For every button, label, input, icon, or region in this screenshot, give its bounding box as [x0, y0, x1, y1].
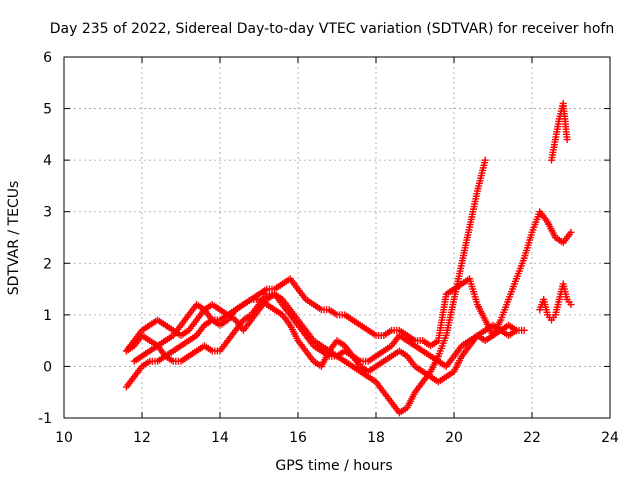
x-tick-label: 10: [55, 430, 73, 446]
x-tick-label: 24: [601, 430, 619, 446]
chart-title: Day 235 of 2022, Sidereal Day-to-day VTE…: [50, 21, 614, 37]
y-tick-label: 2: [43, 256, 52, 272]
data-point: [567, 228, 575, 236]
plot-frame: [63, 56, 611, 419]
x-tick-label: 20: [445, 430, 463, 446]
x-tick-label: 18: [367, 430, 385, 446]
y-tick-label: 5: [43, 102, 52, 118]
x-tick-label: 22: [523, 430, 541, 446]
x-tick-label: 12: [133, 430, 151, 446]
y-axis-label: SDTVAR / TECUs: [6, 181, 22, 296]
x-axis-label: GPS time / hours: [275, 458, 392, 474]
y-tick-label: 4: [43, 153, 52, 169]
y-tick-label: -1: [38, 411, 52, 427]
data-point: [512, 326, 520, 334]
x-tick-label: 14: [211, 430, 229, 446]
y-tick-label: 1: [43, 308, 52, 324]
data-point: [520, 326, 528, 334]
data-point: [563, 136, 571, 144]
data-points: [122, 99, 575, 417]
y-tick-label: 3: [43, 205, 52, 221]
y-tick-label: 6: [43, 50, 52, 66]
data-point: [481, 156, 489, 164]
x-tick-label: 16: [289, 430, 307, 446]
data-point: [567, 301, 575, 309]
y-tick-label: 0: [43, 359, 52, 375]
